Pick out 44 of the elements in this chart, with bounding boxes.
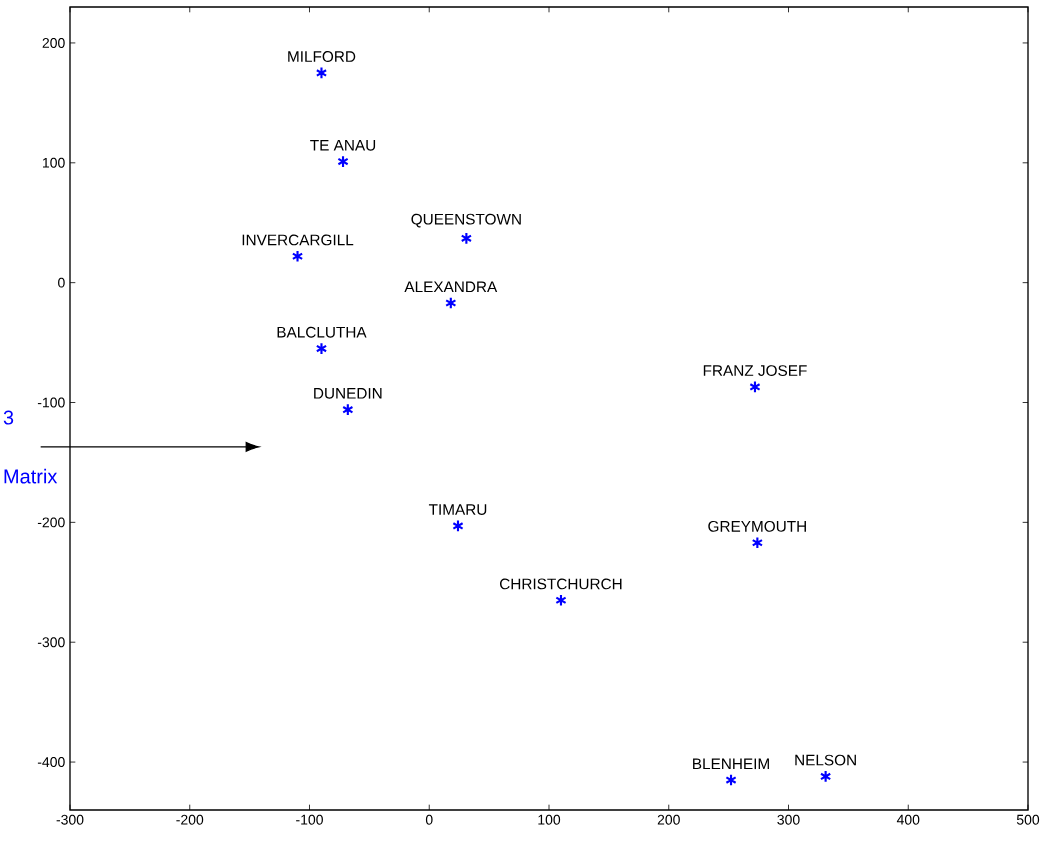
annotation: DUNEDIN: [314, 388, 382, 399]
point: [291, 249, 304, 263]
y-tick-label: -400: [37, 757, 65, 768]
y-tick-label: -200: [37, 517, 65, 528]
x-tick-label: 300: [777, 814, 800, 825]
annotation: TIMARU: [428, 504, 487, 516]
x-tick-label: 400: [896, 814, 920, 825]
annotation: BALCLUTHA: [277, 326, 367, 338]
point: [460, 231, 473, 245]
annotation: TE ANAU: [310, 139, 376, 151]
point: [452, 519, 464, 533]
point: [342, 403, 354, 417]
annotation: CHRISTCHURCH: [499, 578, 622, 590]
point: [819, 770, 832, 783]
x-tick-label: -100: [296, 814, 323, 825]
annotation: MILFORD: [288, 51, 356, 62]
point: [315, 66, 328, 80]
annotation: QUEENSTOWN: [411, 213, 521, 228]
annotation: INVERCARGILL: [242, 234, 354, 246]
x-tick-label: -200: [176, 814, 204, 825]
text: 3: [3, 410, 14, 425]
y-tick-label: -300: [37, 637, 65, 648]
x-tick-label: 0: [425, 814, 433, 825]
x-tick-label: 200: [657, 814, 680, 825]
point: [315, 342, 328, 355]
text: Matrix: [4, 468, 58, 484]
annotation: BLENHEIM: [693, 758, 769, 770]
y-tick-label: -100: [37, 397, 65, 408]
point: [445, 296, 457, 310]
x-tick-label: 100: [538, 814, 561, 825]
annotation: ALEXANDRA: [404, 281, 498, 293]
point: [337, 155, 349, 169]
point: [751, 536, 764, 550]
x-tick-label: 500: [1016, 814, 1040, 825]
y-tick-label: 100: [43, 157, 65, 168]
y-tick-label: 0: [58, 277, 65, 288]
y-tick-label: 200: [42, 38, 65, 48]
annotation: GREYMOUTH: [708, 520, 806, 532]
annotation: FRANZ JOSEF: [703, 365, 807, 376]
point: [725, 773, 737, 787]
x-tick-label: -300: [56, 814, 84, 825]
point: [555, 593, 567, 607]
annotation: NELSON: [795, 754, 856, 766]
point: [749, 380, 761, 394]
